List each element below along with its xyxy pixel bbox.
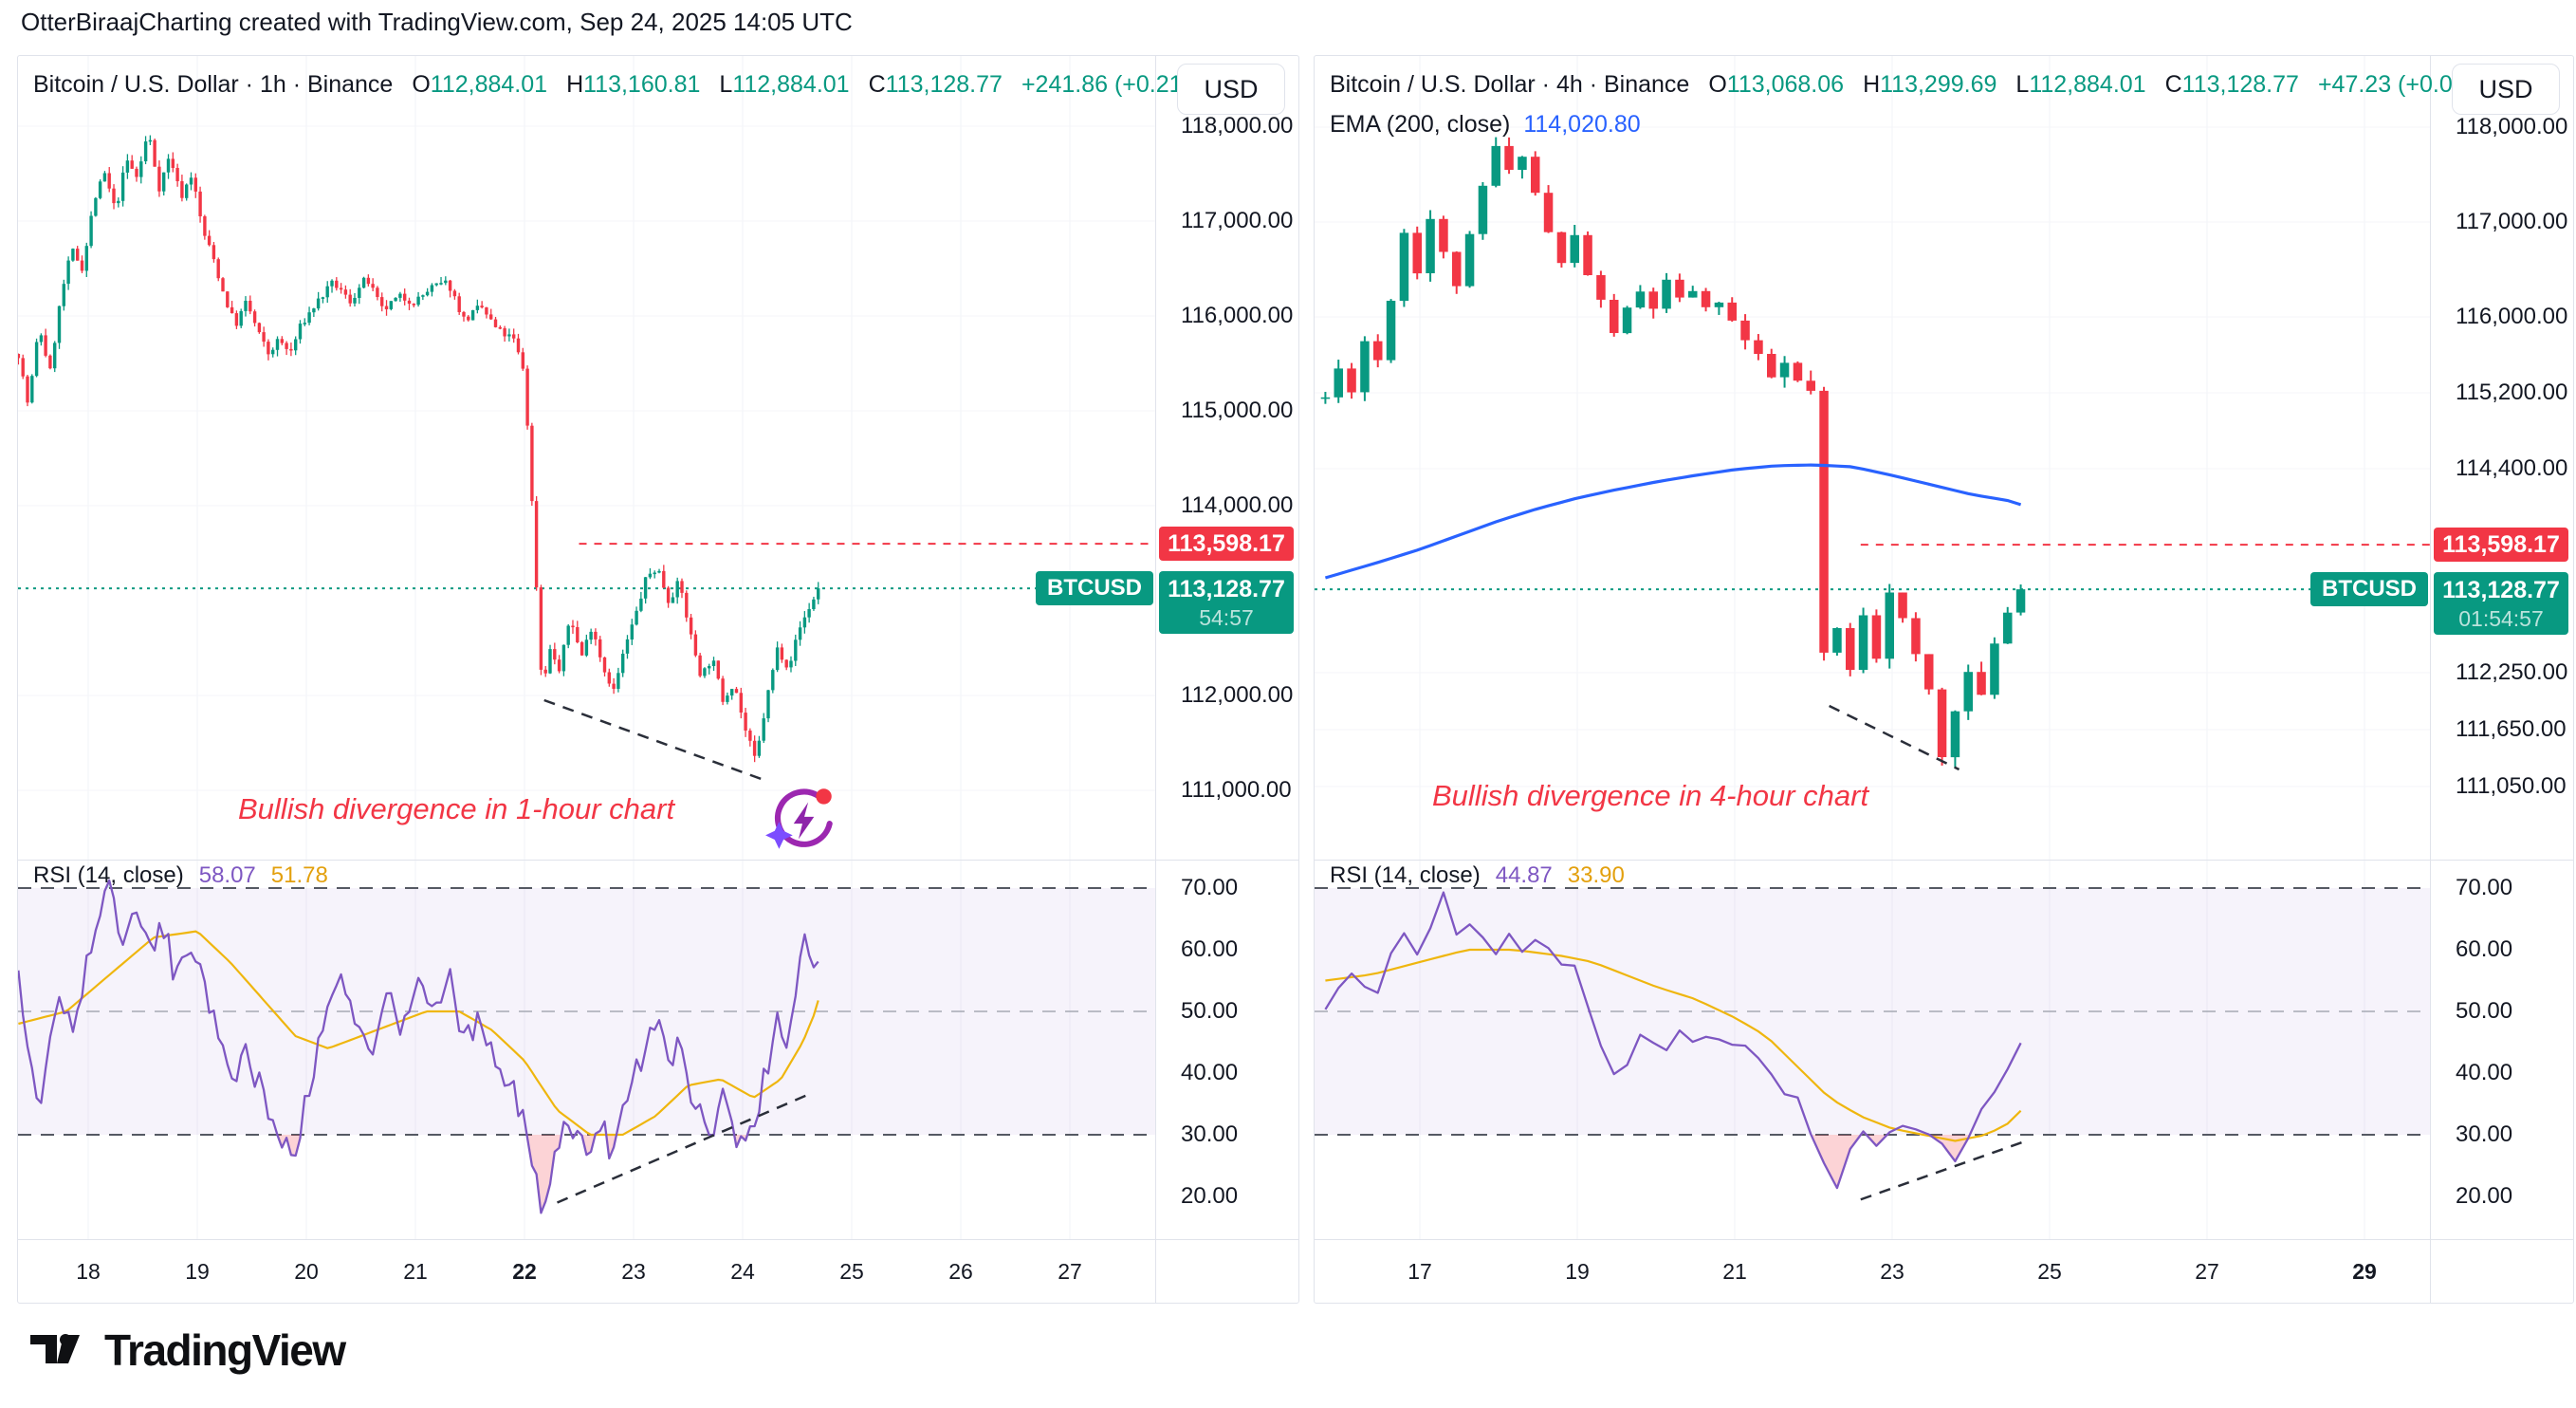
attribution-text: OtterBiraajCharting created with Trading… <box>21 8 853 36</box>
rsi-tick: 60.00 <box>1181 936 1239 962</box>
date-tick: 20 <box>294 1259 319 1284</box>
price-scale-1h[interactable]: 113,598.17 113,128.77 54:57 118,000.00 11… <box>1155 56 1298 1303</box>
divergence-annotation-text[interactable]: Bullish divergence in 1-hour chart <box>238 792 675 825</box>
alert-price-label[interactable]: 113,598.17 <box>2434 528 2568 563</box>
divergence-annotation-text[interactable]: Bullish divergence in 4-hour chart <box>1432 779 1869 812</box>
rsi-tick: 20.00 <box>2456 1183 2513 1209</box>
date-tick: 22 <box>512 1259 537 1284</box>
spark-ai-icon[interactable] <box>764 781 841 859</box>
rsi-tick: 20.00 <box>1181 1183 1239 1209</box>
symbol-title[interactable]: Bitcoin / U.S. Dollar · 1h · Binance <box>33 71 394 98</box>
symbol-header-1h[interactable]: Bitcoin / U.S. Dollar · 1h · Binance O11… <box>33 71 1211 103</box>
date-tick: 19 <box>1565 1259 1590 1284</box>
rsi-tick: 40.00 <box>2456 1060 2513 1085</box>
bar-countdown: 01:54:57 <box>2458 606 2544 632</box>
price-tick: 111,050.00 <box>2456 773 2567 799</box>
ohlc-open: O113,068.06 <box>1708 71 1845 98</box>
ticker-price-tag: BTCUSD <box>1036 571 1153 606</box>
date-tick: 23 <box>1880 1259 1904 1284</box>
date-tick: 29 <box>2352 1259 2377 1284</box>
ema-value: 114,020.80 <box>1523 111 1641 138</box>
rsi-value: 44.87 <box>1495 862 1553 888</box>
price-tick: 118,000.00 <box>2456 114 2568 139</box>
price-tick: 117,000.00 <box>2456 209 2568 234</box>
date-tick: 17 <box>1408 1259 1432 1284</box>
ohlc-low: L112,884.01 <box>2015 71 2146 98</box>
time-axis-1h[interactable]: 18 19 20 21 22 23 24 25 26 27 <box>18 1246 1156 1303</box>
price-tick: 116,000.00 <box>2456 304 2568 329</box>
rsi-indicator-name: RSI (14, close) <box>33 862 184 888</box>
price-tick: 115,200.00 <box>2456 380 2568 405</box>
price-tick: 111,650.00 <box>2456 716 2567 742</box>
rsi-value: 58.07 <box>198 862 256 888</box>
date-tick: 25 <box>2037 1259 2062 1284</box>
price-tick: 112,000.00 <box>1181 682 1294 708</box>
date-tick: 18 <box>76 1259 101 1284</box>
tradingview-branding[interactable]: TradingView <box>28 1325 346 1376</box>
chart-panel-1h: Bitcoin / U.S. Dollar · 1h · Binance O11… <box>17 55 1299 1304</box>
tradingview-logo-text: TradingView <box>104 1325 346 1375</box>
chart-panel-4h: Bitcoin / U.S. Dollar · 4h · Binance O11… <box>1314 55 2574 1304</box>
price-tick: 116,000.00 <box>1181 303 1294 328</box>
axis-separator <box>1315 1239 2573 1240</box>
last-price-label: 113,128.77 54:57 <box>1159 571 1294 635</box>
ohlc-high: H113,160.81 <box>566 71 701 98</box>
date-tick: 27 <box>2195 1259 2219 1284</box>
date-tick: 26 <box>948 1259 973 1284</box>
last-price-label: 113,128.77 01:54:57 <box>2434 572 2568 636</box>
symbol-title[interactable]: Bitcoin / U.S. Dollar · 4h · Binance <box>1330 71 1690 98</box>
date-tick: 25 <box>839 1259 864 1284</box>
ohlc-open: O112,884.01 <box>412 71 548 98</box>
ohlc-close: C113,128.77 <box>868 71 1003 98</box>
rsi-tick: 50.00 <box>1181 998 1239 1024</box>
bar-countdown: 54:57 <box>1199 605 1254 631</box>
date-tick: 24 <box>730 1259 755 1284</box>
rsi-ma-value: 51.78 <box>270 862 328 888</box>
ticker-price-tag: BTCUSD <box>2310 572 2428 607</box>
rsi-tick: 30.00 <box>1181 1121 1239 1147</box>
rsi-tick: 70.00 <box>2456 875 2513 900</box>
currency-toggle-button[interactable]: USD <box>1177 64 1285 115</box>
date-tick: 21 <box>1722 1259 1747 1284</box>
axis-separator <box>18 1239 1298 1240</box>
ema-indicator-header[interactable]: EMA (200, close) 114,020.80 <box>1330 111 1641 139</box>
rsi-indicator-header[interactable]: RSI (14, close) 44.87 33.90 <box>1330 862 1625 889</box>
ohlc-close: C113,128.77 <box>2164 71 2299 98</box>
rsi-indicator-name: RSI (14, close) <box>1330 862 1481 888</box>
price-chart-canvas-1h[interactable] <box>18 56 1298 1303</box>
ohlc-low: L112,884.01 <box>719 71 850 98</box>
ema-indicator-name: EMA (200, close) <box>1330 111 1511 138</box>
rsi-tick: 70.00 <box>1181 875 1239 900</box>
currency-toggle-button[interactable]: USD <box>2452 64 2560 115</box>
price-chart-canvas-4h[interactable] <box>1315 56 2573 1303</box>
rsi-tick: 60.00 <box>2456 936 2513 962</box>
price-scale-4h[interactable]: 113,598.17 113,128.77 01:54:57 118,000.0… <box>2430 56 2573 1303</box>
price-tick: 117,000.00 <box>1181 208 1294 233</box>
ohlc-high: H113,299.69 <box>1863 71 1997 98</box>
alert-price-label[interactable]: 113,598.17 <box>1159 527 1294 562</box>
price-tick: 115,000.00 <box>1181 398 1294 423</box>
price-tick: 111,000.00 <box>1181 777 1292 803</box>
last-price-value: 113,128.77 <box>2442 577 2560 604</box>
date-tick: 27 <box>1058 1259 1082 1284</box>
date-tick: 23 <box>621 1259 646 1284</box>
pane-separator <box>1315 860 2573 861</box>
date-tick: 19 <box>185 1259 210 1284</box>
price-tick: 114,000.00 <box>1181 492 1294 518</box>
rsi-ma-value: 33.90 <box>1567 862 1625 888</box>
rsi-tick: 50.00 <box>2456 998 2513 1024</box>
date-tick: 21 <box>403 1259 428 1284</box>
price-tick: 112,250.00 <box>2456 659 2568 685</box>
price-tick: 114,400.00 <box>2456 455 2568 481</box>
time-axis-4h[interactable]: 17 19 21 23 25 27 29 <box>1315 1246 2431 1303</box>
rsi-indicator-header[interactable]: RSI (14, close) 58.07 51.78 <box>33 862 328 889</box>
last-price-value: 113,128.77 <box>1168 576 1285 603</box>
rsi-tick: 40.00 <box>1181 1060 1239 1085</box>
tradingview-logo-icon <box>30 1334 80 1363</box>
symbol-header-4h[interactable]: Bitcoin / U.S. Dollar · 4h · Binance O11… <box>1330 71 2494 103</box>
rsi-tick: 30.00 <box>2456 1121 2513 1147</box>
pane-separator <box>18 860 1298 861</box>
price-tick: 118,000.00 <box>1181 113 1294 139</box>
